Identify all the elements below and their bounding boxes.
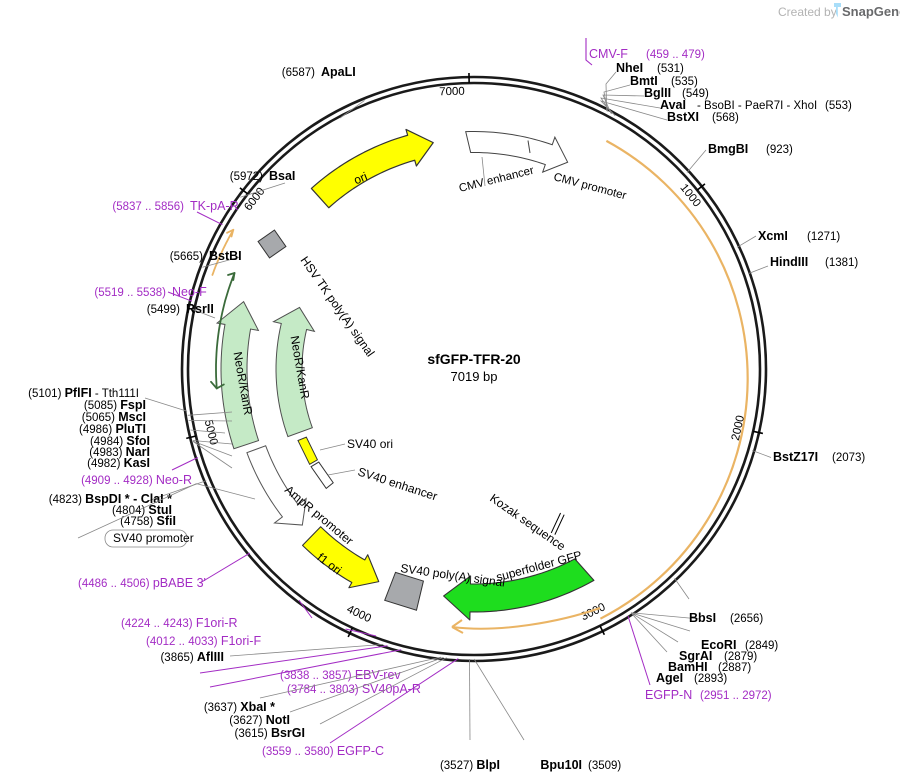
svg-text:(568): (568): [712, 112, 739, 124]
svg-text:(2951 .. 2972): (2951 .. 2972): [700, 690, 772, 702]
svg-text:(3527) BlpI: (3527) BlpI: [440, 758, 500, 772]
svg-text:HindIII: HindIII: [770, 255, 808, 269]
svg-text:(3615) BsrGI: (3615) BsrGI: [235, 726, 305, 740]
svg-text:7019 bp: 7019 bp: [451, 369, 498, 384]
svg-text:Bpu10I: Bpu10I: [540, 758, 582, 772]
svg-text:(5837 .. 5856): (5837 .. 5856): [112, 201, 184, 213]
svg-text:(4012 .. 4033) F1ori-F: (4012 .. 4033) F1ori-F: [146, 634, 261, 648]
svg-text:(535): (535): [671, 76, 698, 88]
svg-text:(3627) NotI: (3627) NotI: [229, 713, 290, 727]
svg-text:RsrII: RsrII: [186, 302, 214, 316]
svg-text:(3509): (3509): [588, 760, 621, 772]
svg-text:BbsI: BbsI: [689, 611, 716, 625]
svg-text:(2893): (2893): [694, 673, 727, 685]
svg-text:AgeI: AgeI: [656, 671, 683, 685]
svg-text:(553): (553): [825, 100, 852, 112]
svg-text:(549): (549): [682, 88, 709, 100]
svg-text:(1271): (1271): [807, 231, 840, 243]
svg-text:sfGFP-TFR-20: sfGFP-TFR-20: [427, 351, 521, 367]
svg-text:SV40 promoter: SV40 promoter: [113, 531, 194, 545]
svg-text:(2656): (2656): [730, 613, 763, 625]
svg-text:BsaI: BsaI: [269, 169, 295, 183]
svg-text:(5972): (5972): [230, 171, 263, 183]
svg-text:(1381): (1381): [825, 257, 858, 269]
svg-text:SV40 ori: SV40 ori: [347, 437, 393, 451]
svg-text:BstXI: BstXI: [667, 110, 699, 124]
svg-text:BmgBI: BmgBI: [708, 142, 748, 156]
svg-text:(531): (531): [657, 63, 684, 75]
svg-text:(3637) XbaI *: (3637) XbaI *: [204, 700, 275, 714]
svg-text:(2073): (2073): [832, 452, 865, 464]
svg-text:(3559 .. 3580) EGFP-C: (3559 .. 3580) EGFP-C: [262, 744, 384, 758]
svg-text:(6587): (6587): [282, 67, 315, 79]
svg-text:XcmI: XcmI: [758, 229, 788, 243]
svg-text:(4224 .. 4243) F1ori-R: (4224 .. 4243) F1ori-R: [121, 616, 237, 630]
svg-text:(5499): (5499): [147, 304, 180, 316]
svg-text:SnapGene: SnapGene: [842, 4, 900, 19]
svg-text:BstBI: BstBI: [209, 249, 242, 263]
svg-text:BstZ17I: BstZ17I: [773, 450, 818, 464]
svg-text:EGFP-N: EGFP-N: [645, 688, 692, 702]
svg-text:ApaLI: ApaLI: [321, 65, 356, 79]
svg-text:(4486 .. 4506) pBABE 3': (4486 .. 4506) pBABE 3': [78, 576, 206, 590]
svg-text:- BsoBI - PaeR7I - XhoI: - BsoBI - PaeR7I - XhoI: [697, 100, 817, 112]
svg-text:(923): (923): [766, 144, 793, 156]
svg-text:7000: 7000: [439, 86, 465, 98]
svg-text:(4982) KasI: (4982) KasI: [87, 456, 150, 470]
svg-text:Neo-F: Neo-F: [172, 285, 207, 299]
svg-text:Created by: Created by: [778, 5, 837, 19]
svg-text:(4909 .. 4928) Neo-R: (4909 .. 4928) Neo-R: [81, 473, 192, 487]
svg-text:(3865) AflIII: (3865) AflIII: [160, 650, 224, 664]
svg-text:TK-pA-R: TK-pA-R: [190, 199, 239, 213]
svg-text:NheI: NheI: [616, 61, 643, 75]
svg-text:(5665): (5665): [170, 251, 203, 263]
svg-text:(459 .. 479): (459 .. 479): [646, 49, 705, 61]
svg-text:CMV-F: CMV-F: [589, 47, 628, 61]
svg-text:(5519 .. 5538): (5519 .. 5538): [94, 287, 166, 299]
svg-text:(4758) SfiI: (4758) SfiI: [120, 514, 176, 528]
